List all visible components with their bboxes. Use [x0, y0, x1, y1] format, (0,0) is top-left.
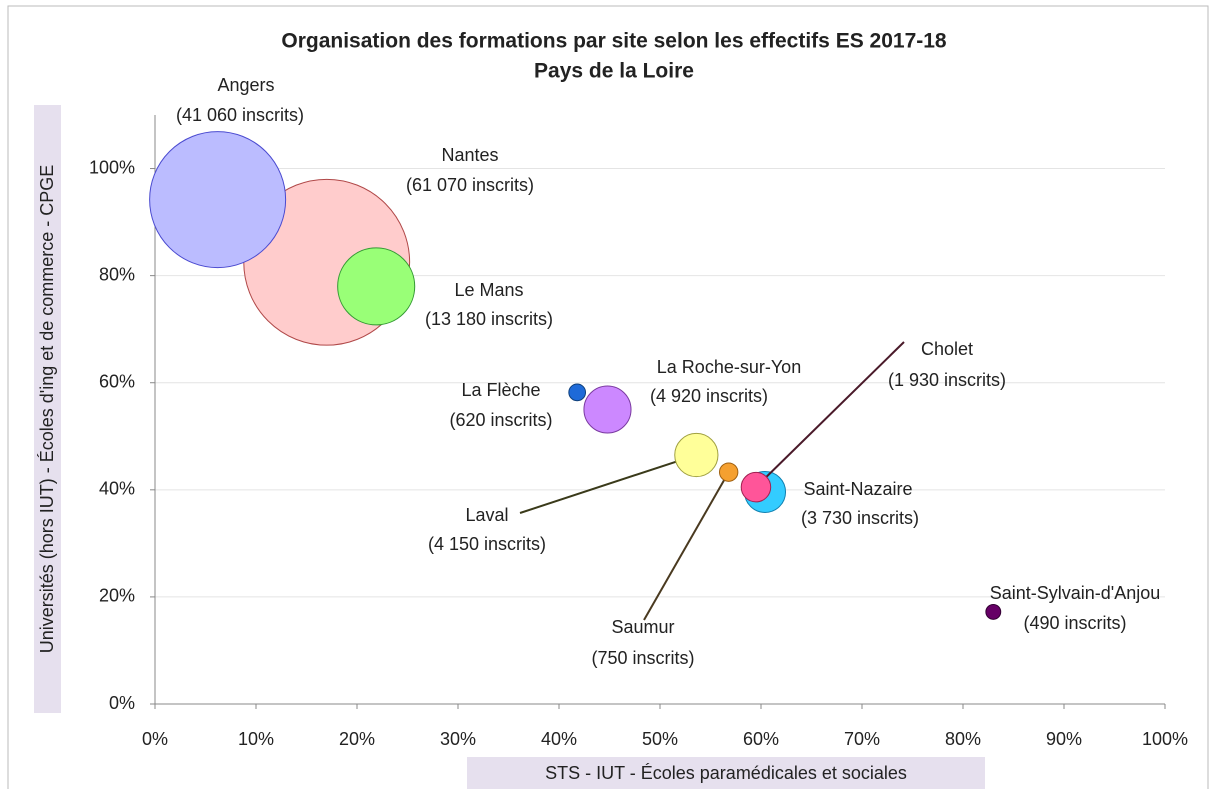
- x-tick-label: 50%: [642, 729, 678, 749]
- bubble-name: Laval: [465, 505, 508, 525]
- x-tick-label: 10%: [238, 729, 274, 749]
- x-tick-label: 40%: [541, 729, 577, 749]
- x-tick-label: 30%: [440, 729, 476, 749]
- y-tick-label: 80%: [99, 264, 135, 284]
- x-tick-label: 70%: [844, 729, 880, 749]
- bubble: [740, 471, 772, 503]
- bubble: [568, 383, 587, 402]
- leader-line: [519, 454, 697, 514]
- x-axis-label: STS - IUT - Écoles paramédicales et soci…: [545, 763, 907, 783]
- bubble: [337, 247, 416, 326]
- bubble-name: La Flèche: [461, 380, 540, 400]
- chart-title: Organisation des formations par site sel…: [281, 30, 947, 53]
- bubble-name: Saint-Sylvain-d'Anjou: [990, 583, 1161, 603]
- x-tick-label: 80%: [945, 729, 981, 749]
- bubble-size-label: (13 180 inscrits): [425, 309, 553, 329]
- bubble-size-label: (1 930 inscrits): [888, 370, 1006, 390]
- bubble-name: Cholet: [921, 339, 973, 359]
- x-tick-label: 0%: [142, 729, 168, 749]
- y-tick-label: 0%: [109, 693, 135, 713]
- x-tick-label: 100%: [1142, 729, 1188, 749]
- bubble: [985, 603, 1002, 620]
- bubble-name: Saint-Nazaire: [803, 479, 912, 499]
- x-tick-label: 20%: [339, 729, 375, 749]
- bubble-size-label: (61 070 inscrits): [406, 175, 534, 195]
- bubble: [149, 131, 287, 269]
- x-tick-label: 60%: [743, 729, 779, 749]
- bubble-name: Le Mans: [454, 280, 523, 300]
- bubble-size-label: (4 150 inscrits): [428, 534, 546, 554]
- y-axis-label: Universités (hors IUT) - Écoles d'ing et…: [37, 165, 57, 654]
- bubble-size-label: (490 inscrits): [1023, 613, 1126, 633]
- x-tick-label: 90%: [1046, 729, 1082, 749]
- leader-line: [755, 341, 905, 488]
- y-label-box: [34, 105, 61, 713]
- y-tick-label: 60%: [99, 371, 135, 391]
- bubble-size-label: (3 730 inscrits): [801, 508, 919, 528]
- y-tick-label: 100%: [89, 157, 135, 177]
- bubble-size-label: (41 060 inscrits): [176, 105, 304, 125]
- bubble-name: La Roche-sur-Yon: [657, 357, 801, 377]
- bubble: [718, 462, 739, 482]
- bubble: [674, 432, 719, 478]
- x-label-box: [467, 757, 985, 789]
- bubble-size-label: (620 inscrits): [449, 410, 552, 430]
- bubble: [583, 385, 632, 434]
- bubble-name: Saumur: [611, 617, 674, 637]
- leader-line: [643, 471, 730, 621]
- bubble-name: Angers: [217, 75, 274, 95]
- bubble-size-label: (750 inscrits): [591, 648, 694, 668]
- y-tick-label: 20%: [99, 586, 135, 606]
- y-tick-label: 40%: [99, 479, 135, 499]
- bubble-size-label: (4 920 inscrits): [650, 386, 768, 406]
- bubble-name: Nantes: [441, 145, 498, 165]
- chart-subtitle: Pays de la Loire: [534, 60, 694, 83]
